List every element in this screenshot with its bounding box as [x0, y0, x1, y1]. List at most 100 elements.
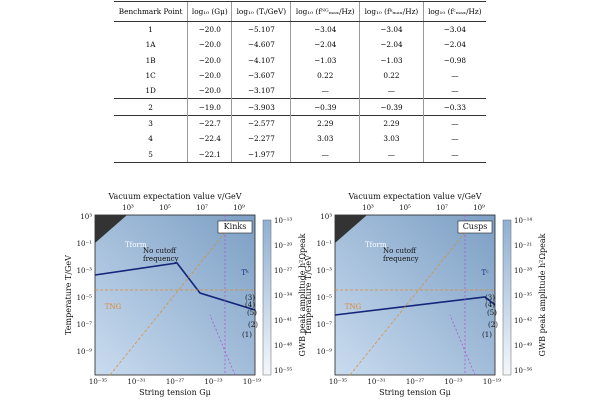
colorbar-tick-label: 10⁻²⁰ [274, 242, 292, 250]
y-tick-label: 10⁻⁵ [77, 294, 93, 302]
orange-line [335, 219, 495, 376]
colorbar-tick-label: 10⁻³⁴ [274, 292, 292, 300]
y-axis-label: Temperature T/GeV [64, 255, 73, 335]
colorbar-tick-label: 10⁻²¹ [514, 242, 532, 250]
colorbar [262, 219, 272, 376]
string-line [334, 296, 496, 316]
table-cell: −22.7 [187, 114, 232, 132]
annotation: frequency [383, 255, 419, 263]
table-cell: −20.0 [187, 67, 232, 84]
x-axis-label: String tension Gμ [379, 388, 451, 397]
table-cell: −1.977 [231, 146, 291, 163]
x-tick-label: 10⁻³¹ [367, 378, 385, 386]
table-row: 1A −20.0 −4.607 −2.04 −2.04 −2.04 [114, 37, 486, 53]
table-row: 4 −22.4 −2.277 3.03 3.03— [114, 131, 486, 147]
top-tick-label: 10⁵ [159, 204, 171, 212]
y-tick-label: 10⁻⁷ [77, 321, 93, 329]
y-tick-label: 10⁻¹ [317, 240, 333, 248]
table-cell: 3 [114, 114, 188, 132]
top-tick-label: 10³ [362, 204, 374, 212]
figures: Kinks Vacuum expectation value v/GeV 10³ 10… [64, 192, 547, 397]
colorbar-tick-label: 10⁻¹⁴ [514, 217, 532, 225]
table-cell: 1A [145, 40, 156, 50]
y-tick-label: 10⁻⁹ [77, 348, 93, 356]
table-cell: −3.04 [422, 21, 486, 38]
x-tick-label: 10⁻³⁵ [89, 378, 107, 386]
table-cell: −3.04 [359, 21, 424, 38]
table-cell: 2.29 [290, 114, 360, 132]
purple-line [209, 215, 236, 376]
annotation: (1) [242, 331, 252, 339]
table-cell: — [359, 83, 424, 99]
table-cell: — [290, 146, 360, 163]
table-cell: 2.29 [359, 114, 424, 132]
purple-line [449, 215, 476, 376]
annotation: Tᶜ [481, 269, 489, 277]
table-cell: −0.39 [359, 98, 424, 116]
table-cell: −0.98 [422, 52, 486, 68]
table-cell: — [422, 67, 486, 84]
colorbar-label: GWB peak amplitude h²Ωpeak [298, 233, 307, 356]
annotation: No cutoff [383, 247, 417, 255]
x-tick-label: 10⁻²³ [204, 378, 222, 386]
colorbar-tick-label: 10⁻⁴⁸ [274, 342, 292, 350]
table-cell: −20.0 [187, 37, 232, 53]
string-line [94, 262, 256, 311]
table-cell: 2 [114, 98, 188, 116]
top-tick-label: 10⁹ [473, 204, 485, 212]
table-cell: −19.0 [187, 98, 232, 116]
table-cell: −2.04 [290, 37, 360, 53]
table-cell: 4 [148, 134, 153, 144]
formation-region [95, 215, 127, 243]
top-tick-label: 10⁵ [399, 204, 411, 212]
plot-area [94, 214, 256, 376]
annotation: (5) [487, 309, 497, 317]
y-tick-label: 10⁻⁵ [317, 294, 333, 302]
table-cell: — [359, 146, 424, 163]
plot-area [334, 214, 496, 376]
top-tick-label: 10⁷ [436, 204, 448, 212]
colorbar-tick-label: 10⁻³⁵ [514, 292, 532, 300]
table-row: 1C −20.0 −3.607 0.22 0.22— [114, 67, 486, 84]
table-row: 5 −22.1 −1.977— — — [114, 146, 486, 163]
column-header: Benchmark Point [114, 1, 188, 22]
table-cell: — [422, 146, 486, 163]
y-tick-label: 10⁻³ [77, 267, 93, 275]
table-cell: −2.277 [231, 131, 291, 147]
table-cell: 3.03 [290, 131, 360, 147]
y-tick-label: 10⁻¹ [77, 240, 93, 248]
x-tick-label: 10⁻²⁷ [166, 378, 184, 386]
table-cell: −22.4 [187, 131, 232, 147]
x-tick-label: 10⁻²³ [444, 378, 462, 386]
table-cell: 0.22 [290, 67, 360, 84]
annotation: (3) [485, 294, 495, 302]
x-tick-label: 10⁻³¹ [127, 378, 145, 386]
table-cell: −2.04 [422, 37, 486, 53]
annotation: TNG [105, 303, 122, 311]
colorbar-tick-label: 10⁻⁴⁹ [514, 342, 532, 350]
annotation: (1) [482, 331, 492, 339]
benchmark-table: Benchmark Point log₁₀ (Gμ) log₁₀ (Tᵢ/GeV) l… [114, 1, 486, 163]
table-row: 2 −19.0 −3.903 −0.39 −0.39 −0.33 [114, 98, 486, 116]
table-cell: — [422, 114, 486, 132]
table-cell: −20.0 [187, 83, 232, 99]
y-tick-label: 10⁻³ [317, 267, 333, 275]
column-header: log₁₀ (fᶜₘₐₓ/Hz) [422, 1, 486, 22]
colorbar-label: GWB peak amplitude h²Ωpeak [538, 233, 547, 356]
table-cell: −20.0 [187, 52, 232, 68]
table-cell: 1B [145, 55, 156, 65]
annotation: TNG [345, 303, 362, 311]
top-axis-label: Vacuum expectation value v/GeV [108, 192, 242, 201]
table-row: 1D −20.0 −3.107— — — [114, 83, 486, 99]
table-cell: 3.03 [359, 131, 424, 147]
table-cell: −4.107 [231, 52, 291, 68]
y-tick-label: 10⁻⁹ [317, 348, 333, 356]
table-cell: — [290, 83, 360, 99]
x-tick-label: 10⁻¹⁹ [483, 378, 501, 386]
annotation: Tform [125, 241, 147, 249]
colorbar [502, 219, 512, 376]
column-header: log₁₀ (Tᵢ/GeV) [231, 1, 291, 22]
annotation: No cutoff [143, 247, 177, 255]
table-cell: — [422, 83, 486, 99]
